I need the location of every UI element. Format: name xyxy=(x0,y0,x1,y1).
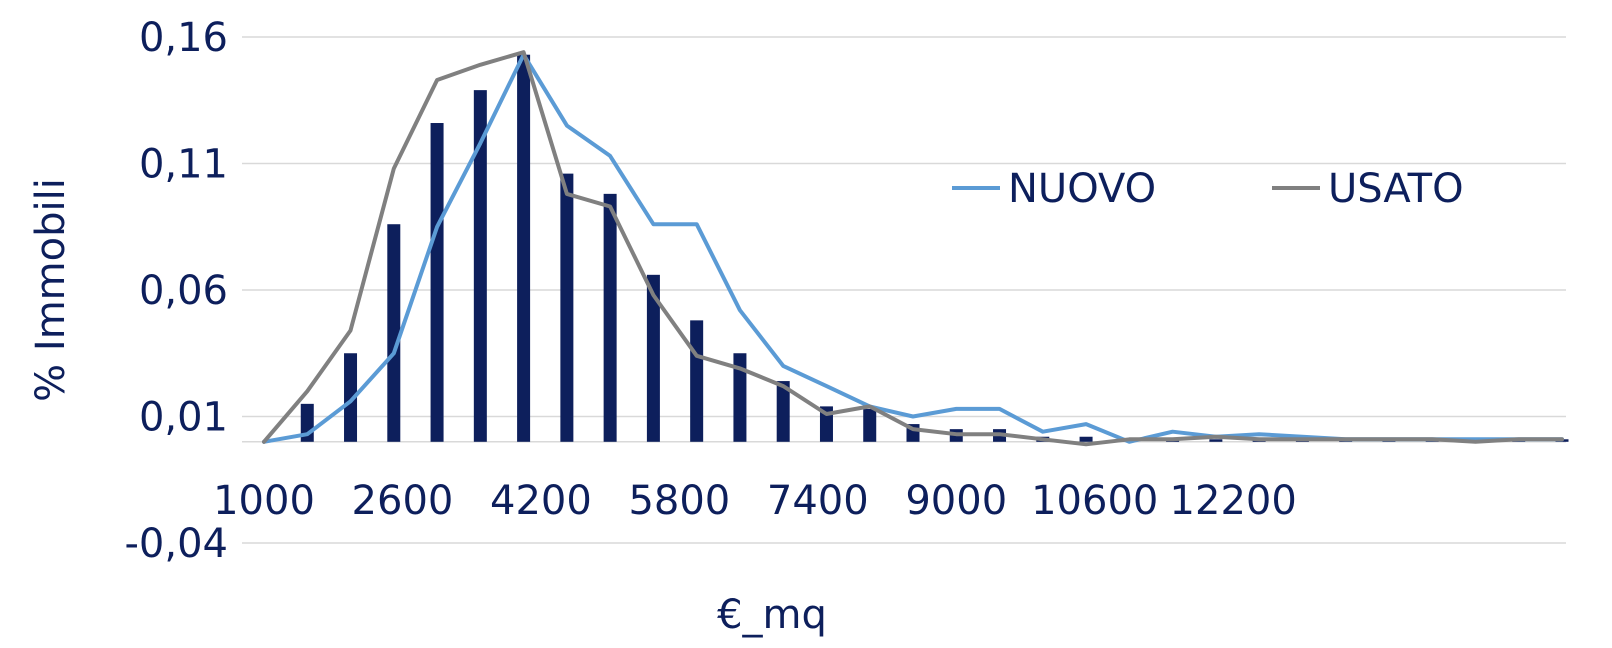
bar xyxy=(776,381,790,442)
x-axis-title: €_mq xyxy=(717,592,827,638)
series-line-nuovo xyxy=(262,52,1564,444)
x-tick-label: 7400 xyxy=(767,478,869,524)
y-tick-label: -0,04 xyxy=(125,521,229,567)
x-tick-label: 10600 xyxy=(1031,478,1158,524)
bar xyxy=(690,320,704,442)
bar xyxy=(387,224,401,442)
bar xyxy=(473,90,487,442)
bar xyxy=(430,123,444,442)
series-line-usato xyxy=(262,50,1564,447)
x-axis-ticks: 1000 2600 4200 5800 7400 9000 10600 12200 xyxy=(213,478,1297,524)
bar xyxy=(344,353,358,442)
x-tick-label: 1000 xyxy=(213,478,315,524)
y-tick-label: 0,01 xyxy=(139,395,228,441)
x-tick-label: 2600 xyxy=(352,478,454,524)
bar xyxy=(646,274,660,442)
y-axis-ticks: 0,16 0,11 0,06 0,01 -0,04 xyxy=(125,15,229,567)
bar xyxy=(603,193,617,442)
gridlines xyxy=(242,36,1566,544)
x-tick-label: 12200 xyxy=(1170,478,1297,524)
x-tick-label: 4200 xyxy=(490,478,592,524)
bar-series xyxy=(257,54,1569,442)
bar xyxy=(1079,436,1093,442)
legend-label-usato: USATO xyxy=(1328,166,1464,212)
y-tick-label: 0,06 xyxy=(139,268,228,314)
line-series xyxy=(262,50,1564,447)
bar xyxy=(1209,439,1223,442)
y-tick-label: 0,11 xyxy=(139,142,228,188)
y-tick-label: 0,16 xyxy=(139,15,228,61)
bar xyxy=(733,353,747,442)
y-axis-title: % Immobili xyxy=(28,178,74,402)
legend-label-nuovo: NUOVO xyxy=(1008,166,1156,212)
bar xyxy=(863,408,877,442)
bar xyxy=(560,173,574,442)
bar xyxy=(517,54,531,442)
x-tick-label: 5800 xyxy=(628,478,730,524)
legend: NUOVO USATO xyxy=(952,166,1464,212)
x-tick-label: 9000 xyxy=(905,478,1007,524)
